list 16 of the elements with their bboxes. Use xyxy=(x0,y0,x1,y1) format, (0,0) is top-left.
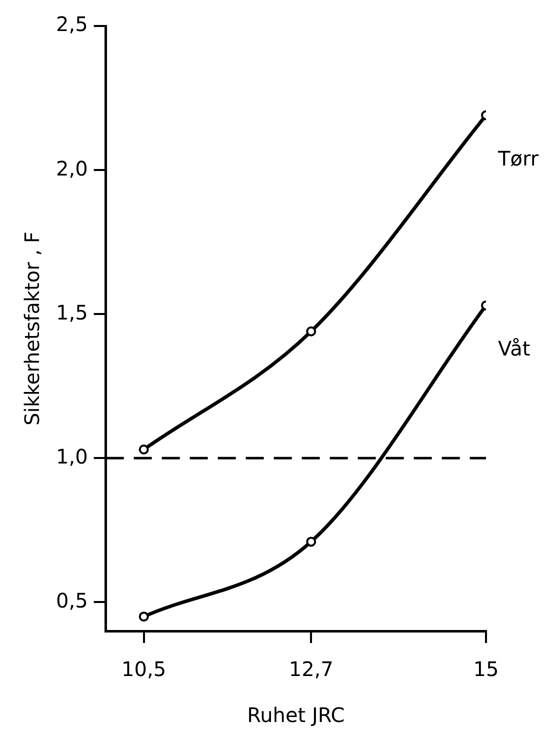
point xyxy=(306,536,316,547)
y-tick-label: 1,0 xyxy=(56,444,88,468)
y-tick-label: 0,5 xyxy=(56,588,88,612)
series-label: Våt xyxy=(498,336,530,361)
y-tick-label: 1,5 xyxy=(56,300,88,324)
x-tick-label: 15 xyxy=(473,657,499,682)
x-tick-label: 12,7 xyxy=(288,657,334,682)
y-tick-label: 2,0 xyxy=(56,156,88,180)
y-axis-title: Sikkerhetsfaktor , F xyxy=(20,232,44,426)
x-tick-label: 10,5 xyxy=(122,657,166,682)
x-axis-title: Ruhet JRC xyxy=(247,703,345,728)
series-label: Tørr xyxy=(497,146,540,171)
y-tick-label: 2,5 xyxy=(56,12,88,36)
point xyxy=(306,326,316,336)
point xyxy=(138,612,149,622)
point xyxy=(138,444,149,454)
